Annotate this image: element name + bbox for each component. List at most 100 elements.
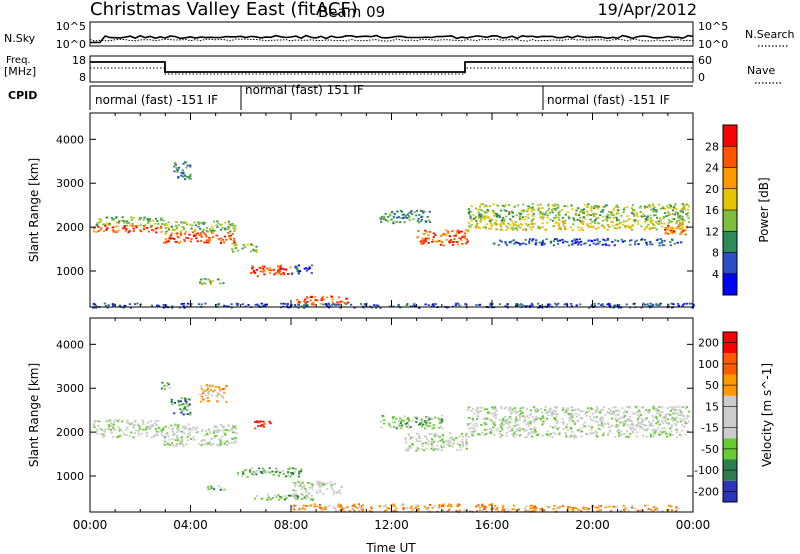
data-cell xyxy=(305,491,308,494)
data-cell xyxy=(451,243,455,246)
data-cell xyxy=(628,419,631,422)
data-cell xyxy=(665,435,669,438)
data-cell xyxy=(218,387,221,390)
data-cell xyxy=(639,211,642,214)
data-cell xyxy=(541,242,544,244)
data-cell xyxy=(679,223,682,226)
data-cell xyxy=(547,303,550,306)
data-cell xyxy=(493,242,496,245)
data-cell xyxy=(272,473,275,476)
data-cell xyxy=(309,482,312,485)
data-cell xyxy=(470,430,473,433)
data-band-10 xyxy=(380,414,444,430)
data-cell xyxy=(156,304,159,307)
data-cell xyxy=(182,445,185,447)
data-cell xyxy=(310,483,313,486)
data-cell xyxy=(649,241,652,243)
data-cell xyxy=(185,223,188,226)
data-cell xyxy=(222,282,225,284)
data-cell xyxy=(103,302,106,305)
data-cell xyxy=(478,506,481,509)
data-cell xyxy=(531,219,534,221)
x-tick-label: 00:00 xyxy=(73,518,108,532)
data-cell xyxy=(298,302,301,305)
data-cell xyxy=(205,239,208,242)
data-cell xyxy=(593,239,596,242)
data-cell xyxy=(603,506,606,509)
data-cell xyxy=(173,161,177,164)
data-cell xyxy=(306,297,309,299)
data-cell xyxy=(539,211,542,213)
data-cell xyxy=(682,207,685,210)
data-cell xyxy=(252,271,255,274)
data-cell xyxy=(551,436,554,439)
data-cell xyxy=(586,407,590,410)
data-cell xyxy=(309,299,312,302)
data-cell xyxy=(470,205,473,207)
data-cell xyxy=(206,230,209,233)
data-cell xyxy=(332,506,335,509)
data-cell xyxy=(477,504,480,506)
data-cell xyxy=(553,216,556,219)
data-cell xyxy=(155,423,158,426)
data-cell xyxy=(631,422,634,425)
data-cell xyxy=(204,233,207,236)
data-cell xyxy=(607,213,610,216)
data-cell xyxy=(590,305,593,308)
data-cell xyxy=(194,428,197,431)
data-cell xyxy=(575,507,578,510)
data-cell xyxy=(572,223,575,226)
data-cell xyxy=(432,305,435,307)
data-cell xyxy=(431,303,434,306)
data-cell xyxy=(297,301,301,303)
data-cell xyxy=(215,303,218,306)
data-cell xyxy=(431,238,435,241)
data-cell xyxy=(539,216,542,219)
data-cell xyxy=(646,303,649,306)
data-cell xyxy=(492,426,495,429)
data-cell xyxy=(454,304,457,307)
data-cell xyxy=(401,503,405,506)
data-cell xyxy=(552,207,555,210)
power-data-layer xyxy=(91,161,695,309)
data-cell xyxy=(292,467,295,470)
data-cell xyxy=(676,241,679,244)
data-cell xyxy=(597,302,600,305)
data-cell xyxy=(326,488,329,491)
data-cell xyxy=(665,422,669,425)
data-cell xyxy=(117,419,121,421)
velocity-y-axis-label: Slant Range [km] xyxy=(27,363,41,467)
data-cell xyxy=(234,431,237,434)
data-cell xyxy=(512,222,515,225)
data-cell xyxy=(636,419,639,422)
data-cell xyxy=(645,205,648,208)
data-cell xyxy=(515,303,518,306)
data-cell xyxy=(577,214,580,217)
data-cell xyxy=(92,227,96,230)
data-cell xyxy=(478,213,481,215)
data-cell xyxy=(629,239,632,242)
data-cell xyxy=(667,422,670,425)
data-cell xyxy=(435,448,439,451)
data-cell xyxy=(676,302,680,305)
data-cell xyxy=(289,266,292,269)
data-cell xyxy=(262,267,265,270)
data-cell xyxy=(561,238,564,241)
data-cell xyxy=(558,239,562,242)
data-cell xyxy=(197,221,200,223)
data-cell xyxy=(441,241,444,244)
data-cell xyxy=(472,427,475,430)
data-cell xyxy=(303,300,306,303)
data-cell xyxy=(465,438,468,441)
data-cell xyxy=(415,209,418,212)
data-cell xyxy=(469,422,472,425)
data-cell xyxy=(152,425,155,428)
data-cell xyxy=(504,241,507,243)
data-cell xyxy=(221,388,224,390)
data-cell xyxy=(571,229,574,231)
data-cell xyxy=(494,222,498,225)
data-cell xyxy=(647,508,650,510)
data-cell xyxy=(216,429,219,431)
data-cell xyxy=(652,223,655,226)
data-cell xyxy=(261,497,264,500)
